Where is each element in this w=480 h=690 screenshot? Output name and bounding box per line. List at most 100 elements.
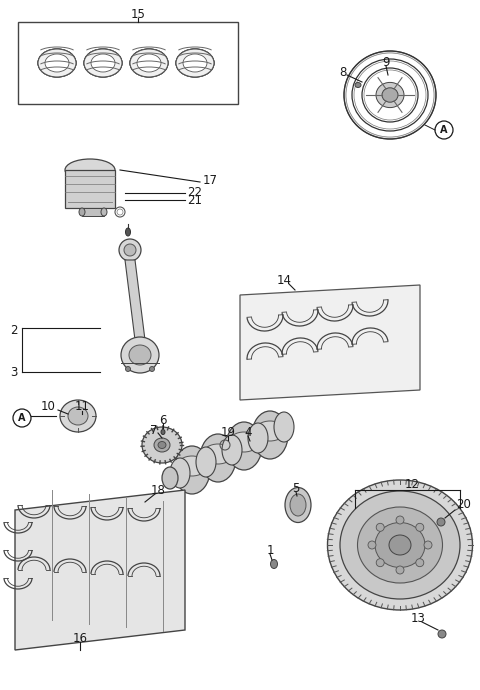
Ellipse shape: [91, 54, 115, 72]
Ellipse shape: [125, 366, 131, 371]
Ellipse shape: [38, 49, 76, 77]
Text: 16: 16: [72, 631, 87, 644]
Circle shape: [416, 523, 424, 531]
Ellipse shape: [346, 53, 434, 137]
Ellipse shape: [119, 239, 141, 261]
Ellipse shape: [271, 560, 277, 569]
Text: 5: 5: [292, 482, 300, 495]
Ellipse shape: [176, 49, 214, 77]
Ellipse shape: [255, 421, 285, 441]
Ellipse shape: [183, 54, 207, 72]
Ellipse shape: [290, 494, 306, 516]
Ellipse shape: [176, 49, 214, 77]
Text: 18: 18: [151, 484, 166, 497]
Ellipse shape: [248, 423, 268, 453]
Ellipse shape: [174, 446, 210, 494]
Ellipse shape: [438, 630, 446, 638]
Text: 11: 11: [74, 400, 89, 413]
Circle shape: [416, 559, 424, 566]
Text: 20: 20: [456, 498, 471, 511]
Text: 3: 3: [11, 366, 18, 379]
Ellipse shape: [101, 208, 107, 216]
Ellipse shape: [68, 407, 88, 425]
Ellipse shape: [196, 447, 216, 477]
Text: 9: 9: [382, 55, 390, 68]
Text: 15: 15: [131, 8, 145, 21]
Ellipse shape: [252, 411, 288, 459]
Ellipse shape: [84, 49, 122, 77]
Ellipse shape: [389, 535, 411, 555]
Ellipse shape: [142, 427, 182, 463]
Ellipse shape: [327, 480, 472, 610]
Circle shape: [376, 559, 384, 566]
Ellipse shape: [364, 70, 416, 120]
Ellipse shape: [158, 442, 166, 448]
Text: A: A: [18, 413, 26, 423]
Ellipse shape: [91, 54, 115, 72]
Ellipse shape: [130, 49, 168, 77]
Text: 14: 14: [276, 273, 291, 286]
Ellipse shape: [154, 438, 170, 452]
Ellipse shape: [382, 88, 398, 102]
Bar: [65, 170, 115, 208]
Text: 13: 13: [410, 611, 425, 624]
Text: 22: 22: [187, 186, 202, 199]
Ellipse shape: [60, 400, 96, 432]
Ellipse shape: [137, 54, 161, 72]
Text: 7: 7: [150, 424, 158, 437]
Ellipse shape: [79, 208, 85, 216]
Ellipse shape: [170, 458, 190, 488]
Ellipse shape: [162, 467, 178, 489]
Text: 17: 17: [203, 175, 218, 188]
Polygon shape: [240, 285, 420, 400]
Text: 6: 6: [159, 413, 167, 426]
Ellipse shape: [38, 49, 76, 77]
Polygon shape: [15, 490, 185, 650]
Ellipse shape: [274, 412, 294, 442]
Circle shape: [396, 516, 404, 524]
Polygon shape: [125, 260, 145, 340]
Ellipse shape: [203, 444, 233, 464]
Bar: [18, 22, 238, 104]
Text: 19: 19: [220, 426, 236, 439]
Ellipse shape: [183, 54, 207, 72]
Ellipse shape: [137, 54, 161, 72]
Ellipse shape: [200, 434, 236, 482]
Ellipse shape: [376, 82, 404, 108]
Ellipse shape: [344, 51, 436, 139]
Ellipse shape: [124, 244, 136, 256]
Ellipse shape: [354, 61, 426, 129]
Ellipse shape: [177, 456, 207, 476]
Bar: [82, 208, 104, 216]
Ellipse shape: [285, 488, 311, 522]
Ellipse shape: [229, 432, 259, 452]
Ellipse shape: [355, 83, 361, 88]
Circle shape: [396, 566, 404, 574]
Text: 1: 1: [266, 544, 274, 557]
Ellipse shape: [362, 68, 418, 122]
Ellipse shape: [129, 345, 151, 365]
Ellipse shape: [84, 49, 122, 77]
Ellipse shape: [125, 228, 131, 236]
Ellipse shape: [437, 518, 445, 526]
Text: 10: 10: [41, 400, 55, 413]
Circle shape: [424, 541, 432, 549]
Circle shape: [368, 541, 376, 549]
Ellipse shape: [45, 54, 69, 72]
Ellipse shape: [340, 491, 460, 599]
Ellipse shape: [130, 49, 168, 77]
Circle shape: [376, 523, 384, 531]
Text: 12: 12: [405, 477, 420, 491]
Ellipse shape: [65, 159, 115, 181]
Ellipse shape: [121, 337, 159, 373]
Ellipse shape: [352, 59, 428, 131]
Text: 8: 8: [339, 66, 347, 79]
Ellipse shape: [161, 429, 165, 435]
Ellipse shape: [149, 366, 155, 371]
Text: 21: 21: [187, 193, 202, 206]
Ellipse shape: [45, 54, 69, 72]
Ellipse shape: [358, 507, 443, 583]
Text: 2: 2: [11, 324, 18, 337]
Ellipse shape: [222, 435, 242, 465]
Text: 4: 4: [244, 426, 252, 439]
